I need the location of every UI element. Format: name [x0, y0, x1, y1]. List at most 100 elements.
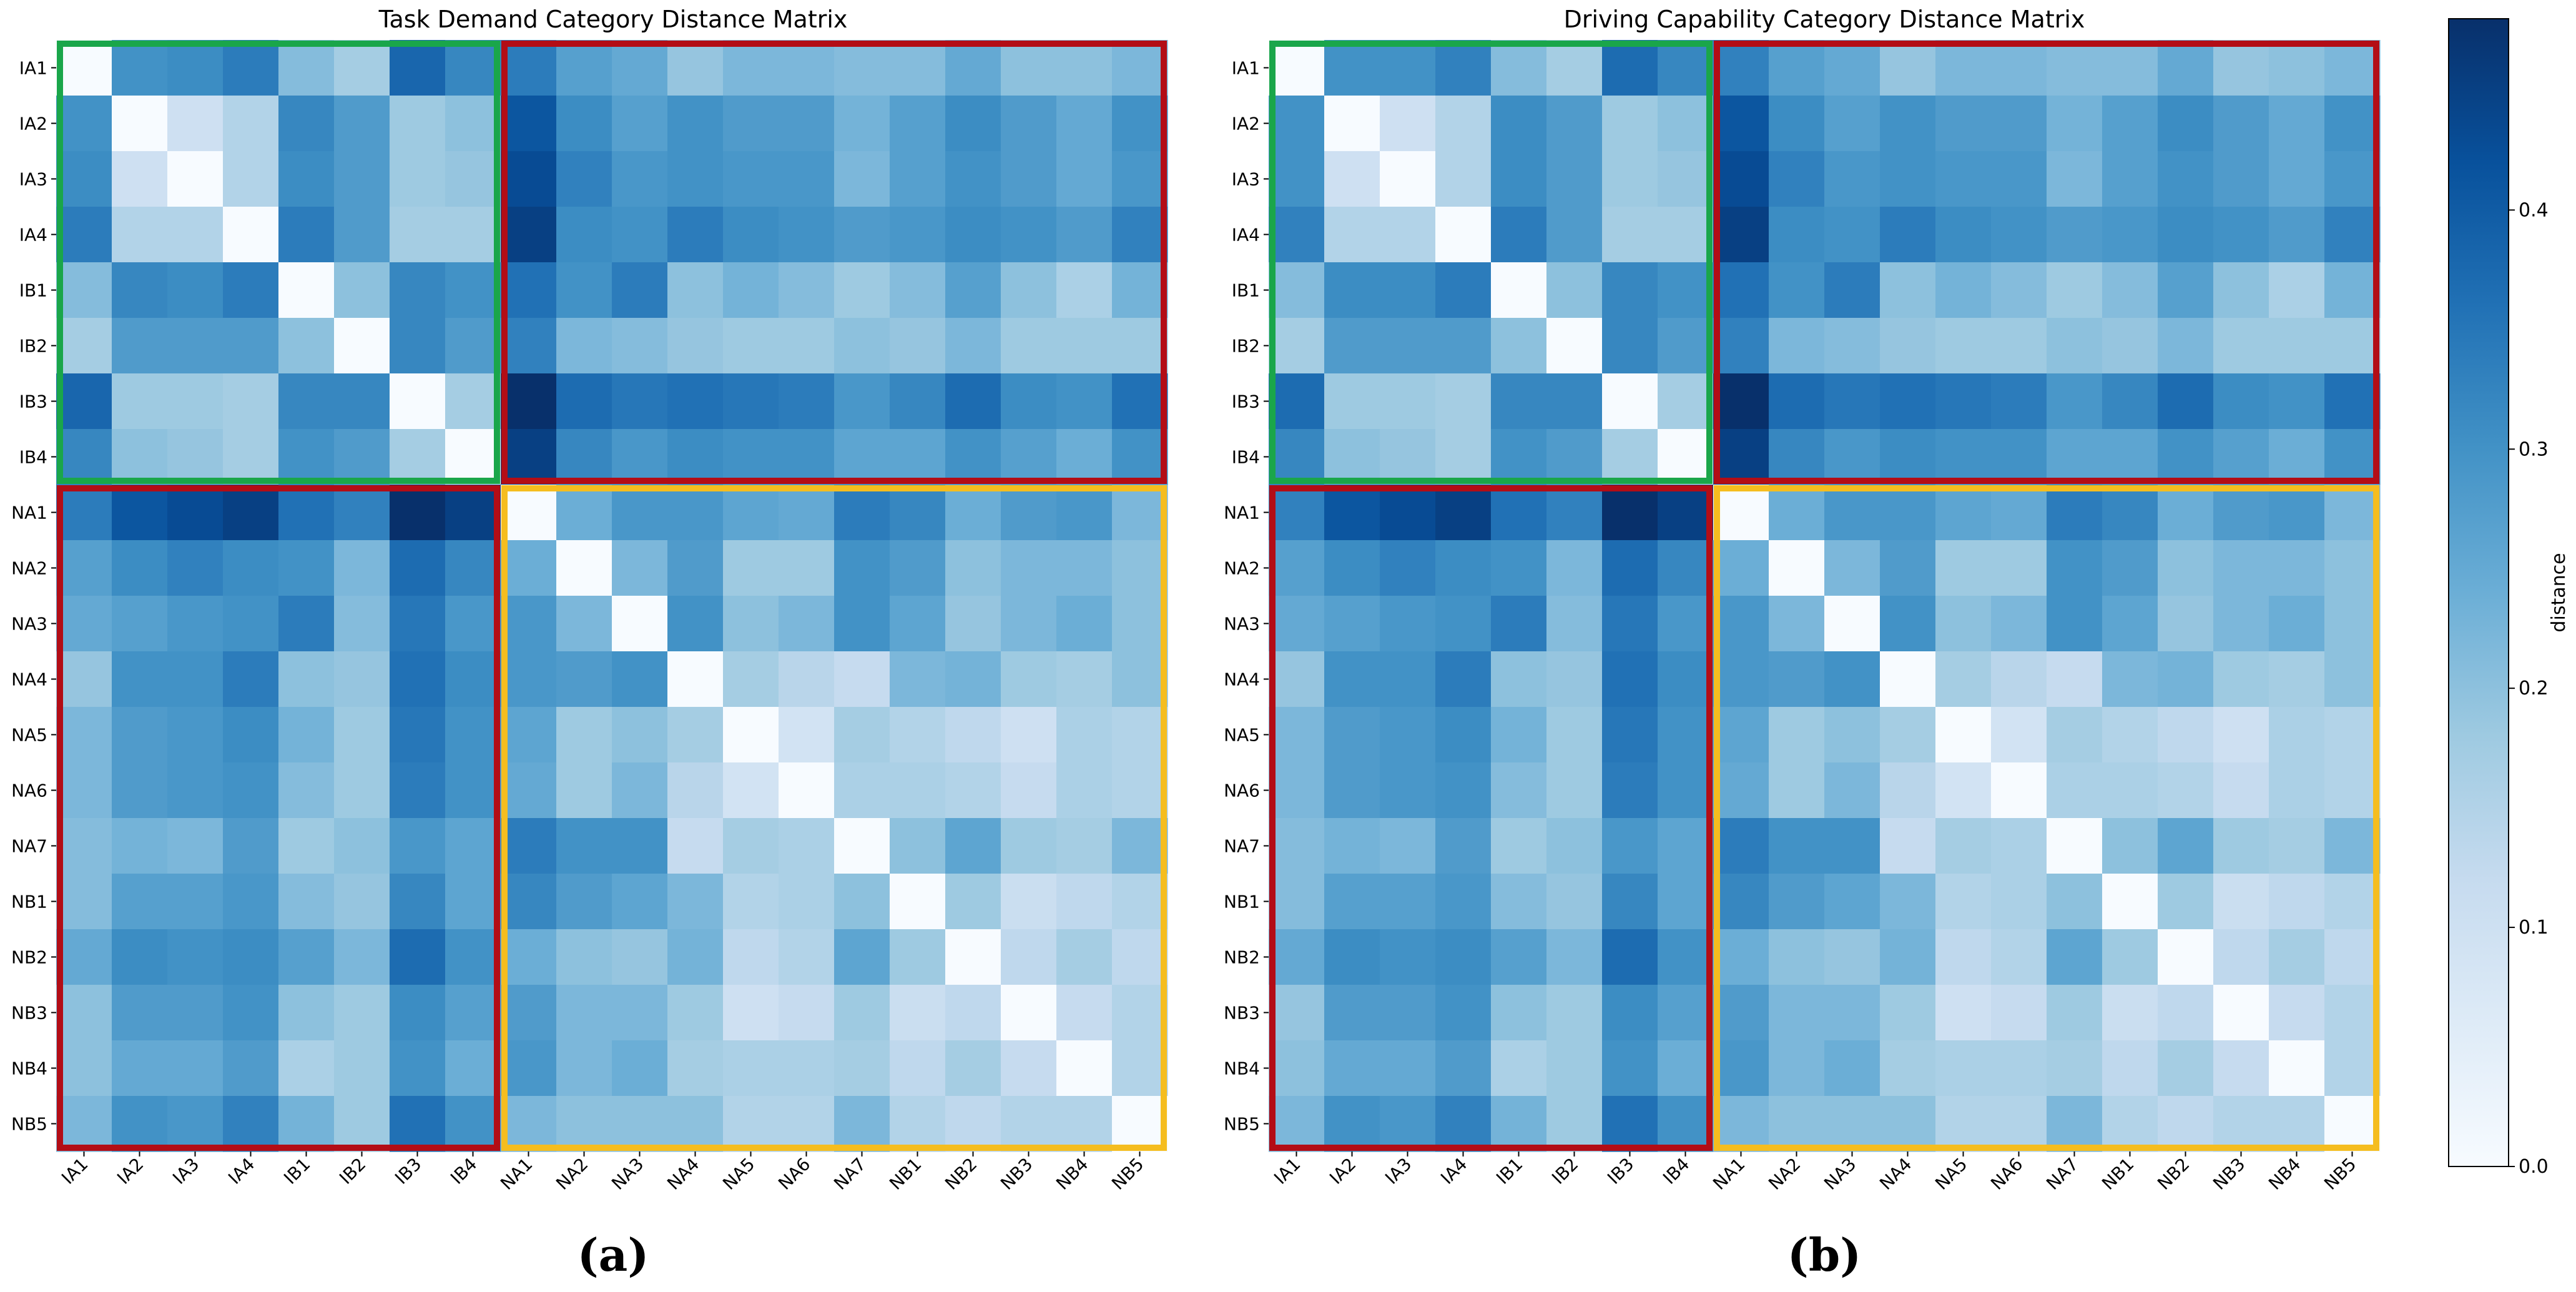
heatmap-cell-NA3-NA6	[1991, 596, 2047, 652]
heatmap-cell-NA2-NB2	[945, 540, 1001, 596]
heatmap-cell-IB4-IB4	[1658, 429, 1714, 485]
heatmap-cell-NA2-IB4	[1658, 540, 1714, 596]
heatmap-cell-IA2-NB5	[2324, 96, 2381, 152]
heatmap-cell-IA2-NB5	[1112, 96, 1168, 152]
colorbar-ticks: 0.0 0.1 0.2 0.3 0.4	[2509, 199, 2549, 1178]
heatmap-cell-NA1-NA4	[1880, 485, 1936, 541]
heatmap-cell-NA6-NA6	[779, 762, 835, 819]
heatmap-cell-IA1-NB4	[1056, 40, 1113, 96]
heatmap-cell-NA6-IA1	[1269, 762, 1325, 819]
heatmap-cell-NA1-NB5	[2324, 485, 2381, 541]
heatmap-cell-NB3-NA7	[834, 985, 890, 1041]
heatmap-cell-NA7-IA3	[167, 818, 224, 874]
heatmap-cell-IA4-IB4	[445, 207, 501, 263]
heatmap-cell-NB2-IB3	[1602, 929, 1658, 985]
heatmap-cell-NA4-NB1	[890, 651, 946, 708]
heatmap-cell-IA4-NB3	[1001, 207, 1057, 263]
heatmap-cell-IB3-IB1	[1491, 373, 1547, 430]
heatmap-cell-IB1-NB5	[1112, 262, 1168, 318]
heatmap-cell-NB1-IA4	[223, 874, 279, 930]
heatmap-cell-NB5-NA5	[1935, 1096, 1992, 1152]
heatmap-cell-IB3-NA1	[501, 373, 557, 430]
group-boxes	[57, 41, 1167, 1151]
heatmap-cell-IA2-NB4	[1056, 96, 1113, 152]
heatmap-cell-NA5-NA3	[1824, 707, 1880, 763]
heatmap-cell-NB1-NA6	[1991, 874, 2047, 930]
heatmap-cell-NA6-NA3	[1824, 762, 1880, 819]
heatmap-cell-IA3-NA3	[612, 151, 668, 207]
heatmap-cell-NB4-IB1	[278, 1040, 335, 1097]
y-tick-label-NA5: NA5	[11, 725, 47, 746]
heatmap-cell-NB5-NB3	[1001, 1096, 1057, 1152]
heatmap-cell-IA3-NB3	[2213, 151, 2269, 207]
heatmap-cell-IA3-NB2	[2158, 151, 2214, 207]
heatmap-cell-NB1-IA1	[56, 874, 112, 930]
heatmap-cell-NA4-NB3	[1001, 651, 1057, 708]
heatmap-cell-NB3-IA2	[1324, 985, 1380, 1041]
heatmap-cell-NB3-NB1	[890, 985, 946, 1041]
heatmap-cell-IB2-NA1	[501, 318, 557, 374]
heatmap-cell-IA2-IA2	[112, 96, 168, 152]
heatmap-cell-NB2-NB1	[890, 929, 946, 985]
heatmap-cell-IB4-IA4	[1435, 429, 1492, 485]
y-tick-label-IA3: IA3	[1232, 169, 1260, 190]
x-tick-label-NA4: NA4	[663, 1154, 703, 1194]
heatmap-cell-NA7-IA2	[1324, 818, 1380, 874]
heatmap-cell-NA7-NA1	[501, 818, 557, 874]
heatmap-cell-IB3-IA1	[56, 373, 112, 430]
heatmap-cell-NB2-NA1	[1713, 929, 1769, 985]
heatmap-cell-IB4-NA1	[501, 429, 557, 485]
heatmap-cell-IB3-NA1	[1713, 373, 1769, 430]
heatmap-cell-NA2-IA4	[223, 540, 279, 596]
heatmap-cell-IA4-NB5	[1112, 207, 1168, 263]
heatmap-cell-NB5-IA4	[1435, 1096, 1492, 1152]
heatmap-cell-NB2-NB3	[2213, 929, 2269, 985]
heatmap-cell-NA3-NB2	[2158, 596, 2214, 652]
heatmap-cell-NA1-IB1	[278, 485, 335, 541]
heatmap-cell-NB3-IB3	[390, 985, 446, 1041]
heatmap-cell-IB2-NA7	[834, 318, 890, 374]
heatmap-cell-IA3-IB4	[1658, 151, 1714, 207]
heatmap-cell-IA3-NA2	[1769, 151, 1825, 207]
heatmap-cell-NB1-IB1	[278, 874, 335, 930]
heatmap-cell-IA4-NA1	[1713, 207, 1769, 263]
heatmap-cell-IB3-NA2	[1769, 373, 1825, 430]
heatmap-cell-NA7-IA4	[1435, 818, 1492, 874]
heatmap-cell-IB3-IB2	[334, 373, 390, 430]
heatmap-cell-NA2-NB3	[1001, 540, 1057, 596]
heatmap-cell-NA4-IA2	[112, 651, 168, 708]
heatmap-cell-NB1-NA2	[1769, 874, 1825, 930]
x-tick-label-NA2: NA2	[1764, 1154, 1804, 1194]
x-tick-label-NA1: NA1	[496, 1154, 536, 1194]
heatmap-cell-IA4-NA3	[1824, 207, 1880, 263]
heatmap-cell-IB1-IB2	[334, 262, 390, 318]
heatmap-cell-IA2-NA6	[1991, 96, 2047, 152]
heatmap-cell-IB4-NA4	[1880, 429, 1936, 485]
heatmap-cell-NA2-NA4	[667, 540, 724, 596]
heatmap-cell-IB2-IA2	[112, 318, 168, 374]
heatmap-cell-NB4-NB2	[945, 1040, 1001, 1097]
heatmap-cell-IA2-NB3	[2213, 96, 2269, 152]
heatmap-cell-NA7-IB3	[1602, 818, 1658, 874]
heatmap-cell-NA4-IB2	[1546, 651, 1603, 708]
heatmap-cell-NA2-NB5	[2324, 540, 2381, 596]
heatmap-cell-NB4-NA7	[2047, 1040, 2103, 1097]
group-boxes	[1269, 41, 2379, 1151]
heatmap-cell-NA5-IA1	[1269, 707, 1325, 763]
heatmap-cell-IB3-NB2	[945, 373, 1001, 430]
heatmap-cell-NA3-NB4	[2269, 596, 2325, 652]
heatmap-cell-IA3-NB4	[1056, 151, 1113, 207]
x-tick-label-NA6: NA6	[774, 1154, 814, 1194]
heatmap-cell-IA2-IB1	[278, 96, 335, 152]
heatmap-cell-IA2-NB3	[1001, 96, 1057, 152]
x-tick-label-IB3: IB3	[1603, 1154, 1638, 1188]
heatmap-cell-NB1-NB3	[2213, 874, 2269, 930]
heatmap-cell-NB4-NA4	[1880, 1040, 1936, 1097]
heatmap-cell-NB1-NA7	[834, 874, 890, 930]
heatmap-cell-NA4-NA6	[1991, 651, 2047, 708]
heatmap-cell-NA1-NA2	[556, 485, 612, 541]
heatmap-cell-NA5-NB2	[945, 707, 1001, 763]
heatmap-cell-NB1-IB2	[334, 874, 390, 930]
heatmap-cell-NB4-NB1	[890, 1040, 946, 1097]
heatmap-cell-IB1-NB1	[2102, 262, 2158, 318]
